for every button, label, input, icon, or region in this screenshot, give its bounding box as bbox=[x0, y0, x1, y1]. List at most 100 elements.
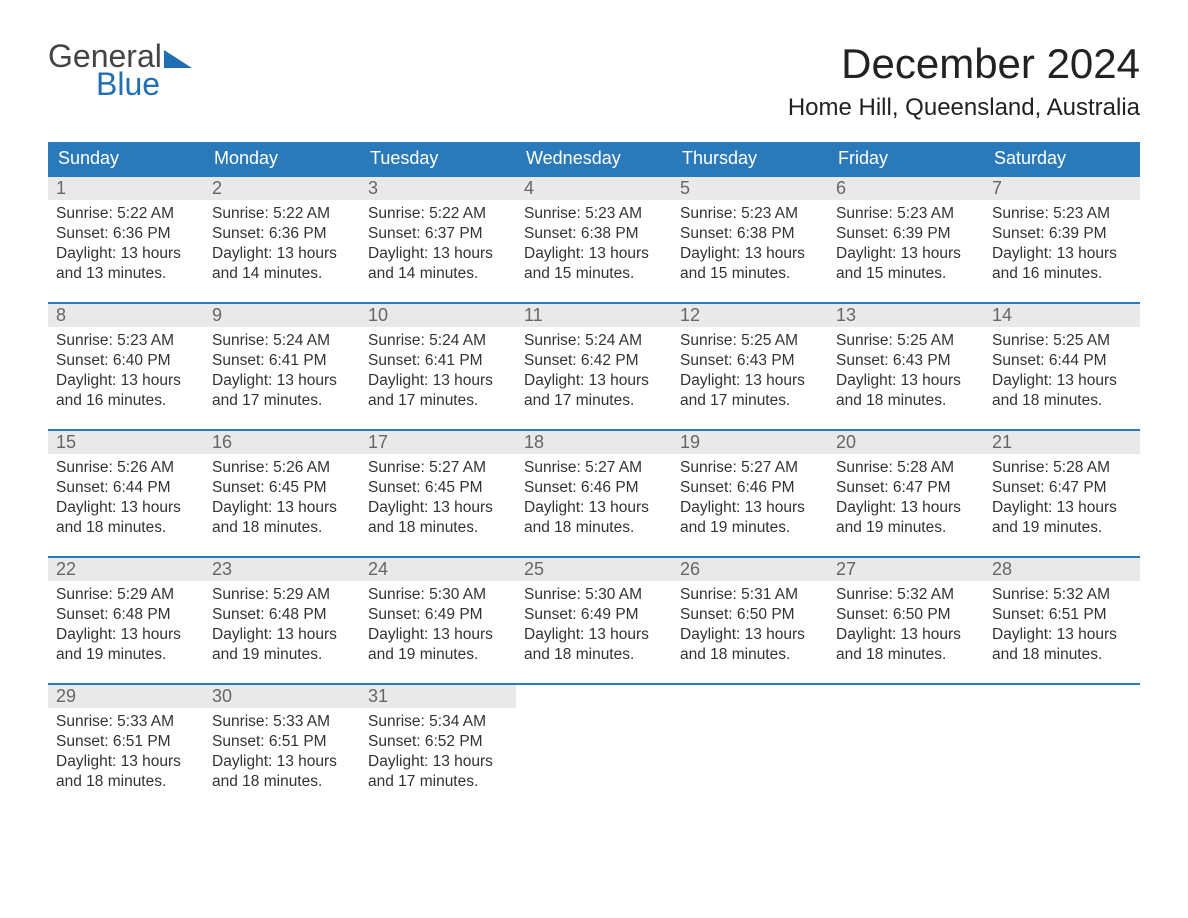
day-body: Sunrise: 5:26 AMSunset: 6:45 PMDaylight:… bbox=[204, 454, 360, 545]
day-number: 1 bbox=[48, 177, 204, 200]
day-body: Sunrise: 5:22 AMSunset: 6:36 PMDaylight:… bbox=[48, 200, 204, 291]
day-info-line: and 18 minutes. bbox=[212, 518, 352, 538]
day-number: 2 bbox=[204, 177, 360, 200]
day-info-line: Daylight: 13 hours bbox=[992, 371, 1132, 391]
day-cell: 17Sunrise: 5:27 AMSunset: 6:45 PMDayligh… bbox=[360, 431, 516, 546]
day-body: Sunrise: 5:23 AMSunset: 6:38 PMDaylight:… bbox=[516, 200, 672, 291]
day-body: Sunrise: 5:22 AMSunset: 6:37 PMDaylight:… bbox=[360, 200, 516, 291]
day-info-line: Sunrise: 5:27 AM bbox=[524, 458, 664, 478]
day-info-line: Sunrise: 5:24 AM bbox=[524, 331, 664, 351]
day-info-line: Daylight: 13 hours bbox=[992, 498, 1132, 518]
day-info-line: Sunset: 6:50 PM bbox=[680, 605, 820, 625]
day-header: Monday bbox=[204, 142, 360, 175]
day-body: Sunrise: 5:26 AMSunset: 6:44 PMDaylight:… bbox=[48, 454, 204, 545]
day-info-line: Sunset: 6:38 PM bbox=[680, 224, 820, 244]
day-body: Sunrise: 5:33 AMSunset: 6:51 PMDaylight:… bbox=[48, 708, 204, 799]
day-cell bbox=[828, 685, 984, 800]
day-info-line: Sunrise: 5:25 AM bbox=[680, 331, 820, 351]
day-info-line: Daylight: 13 hours bbox=[56, 625, 196, 645]
day-number: 5 bbox=[672, 177, 828, 200]
day-info-line: Daylight: 13 hours bbox=[524, 625, 664, 645]
day-info-line: Sunrise: 5:28 AM bbox=[992, 458, 1132, 478]
day-info-line: and 18 minutes. bbox=[836, 391, 976, 411]
logo: General Blue bbox=[48, 40, 198, 100]
calendar: SundayMondayTuesdayWednesdayThursdayFrid… bbox=[48, 142, 1140, 800]
day-body: Sunrise: 5:28 AMSunset: 6:47 PMDaylight:… bbox=[828, 454, 984, 545]
day-info-line: Sunrise: 5:23 AM bbox=[836, 204, 976, 224]
day-body: Sunrise: 5:25 AMSunset: 6:44 PMDaylight:… bbox=[984, 327, 1140, 418]
day-info-line: and 19 minutes. bbox=[368, 645, 508, 665]
day-info-line: Sunrise: 5:23 AM bbox=[524, 204, 664, 224]
day-info-line: Sunset: 6:38 PM bbox=[524, 224, 664, 244]
day-cell: 28Sunrise: 5:32 AMSunset: 6:51 PMDayligh… bbox=[984, 558, 1140, 673]
day-number: 25 bbox=[516, 558, 672, 581]
header: General Blue December 2024 Home Hill, Qu… bbox=[48, 40, 1140, 122]
day-info-line: Sunrise: 5:30 AM bbox=[368, 585, 508, 605]
day-header: Sunday bbox=[48, 142, 204, 175]
day-body: Sunrise: 5:29 AMSunset: 6:48 PMDaylight:… bbox=[204, 581, 360, 672]
day-body: Sunrise: 5:31 AMSunset: 6:50 PMDaylight:… bbox=[672, 581, 828, 672]
day-info-line: Daylight: 13 hours bbox=[836, 498, 976, 518]
day-info-line: Daylight: 13 hours bbox=[680, 498, 820, 518]
day-cell: 25Sunrise: 5:30 AMSunset: 6:49 PMDayligh… bbox=[516, 558, 672, 673]
day-info-line: Sunset: 6:47 PM bbox=[992, 478, 1132, 498]
day-cell: 5Sunrise: 5:23 AMSunset: 6:38 PMDaylight… bbox=[672, 177, 828, 292]
day-body: Sunrise: 5:23 AMSunset: 6:38 PMDaylight:… bbox=[672, 200, 828, 291]
day-cell: 26Sunrise: 5:31 AMSunset: 6:50 PMDayligh… bbox=[672, 558, 828, 673]
day-info-line: Sunrise: 5:25 AM bbox=[836, 331, 976, 351]
day-number: 27 bbox=[828, 558, 984, 581]
day-info-line: Sunrise: 5:24 AM bbox=[212, 331, 352, 351]
day-number: 22 bbox=[48, 558, 204, 581]
day-info-line: Sunrise: 5:23 AM bbox=[680, 204, 820, 224]
day-info-line: and 13 minutes. bbox=[56, 264, 196, 284]
day-body: Sunrise: 5:27 AMSunset: 6:46 PMDaylight:… bbox=[516, 454, 672, 545]
day-cell: 22Sunrise: 5:29 AMSunset: 6:48 PMDayligh… bbox=[48, 558, 204, 673]
day-info-line: Daylight: 13 hours bbox=[212, 244, 352, 264]
week-row: 22Sunrise: 5:29 AMSunset: 6:48 PMDayligh… bbox=[48, 556, 1140, 673]
day-info-line: and 15 minutes. bbox=[680, 264, 820, 284]
day-info-line: Daylight: 13 hours bbox=[368, 752, 508, 772]
day-cell: 8Sunrise: 5:23 AMSunset: 6:40 PMDaylight… bbox=[48, 304, 204, 419]
day-info-line: Daylight: 13 hours bbox=[212, 498, 352, 518]
day-body: Sunrise: 5:23 AMSunset: 6:39 PMDaylight:… bbox=[828, 200, 984, 291]
day-cell: 20Sunrise: 5:28 AMSunset: 6:47 PMDayligh… bbox=[828, 431, 984, 546]
day-info-line: and 17 minutes. bbox=[212, 391, 352, 411]
day-body: Sunrise: 5:30 AMSunset: 6:49 PMDaylight:… bbox=[516, 581, 672, 672]
day-info-line: and 15 minutes. bbox=[836, 264, 976, 284]
day-info-line: and 14 minutes. bbox=[212, 264, 352, 284]
day-cell: 13Sunrise: 5:25 AMSunset: 6:43 PMDayligh… bbox=[828, 304, 984, 419]
day-info-line: and 18 minutes. bbox=[212, 772, 352, 792]
day-info-line: Sunset: 6:36 PM bbox=[56, 224, 196, 244]
day-info-line: and 18 minutes. bbox=[836, 645, 976, 665]
day-info-line: Daylight: 13 hours bbox=[368, 244, 508, 264]
day-info-line: and 19 minutes. bbox=[680, 518, 820, 538]
day-header: Tuesday bbox=[360, 142, 516, 175]
day-body: Sunrise: 5:28 AMSunset: 6:47 PMDaylight:… bbox=[984, 454, 1140, 545]
day-info-line: Sunset: 6:37 PM bbox=[368, 224, 508, 244]
day-cell: 10Sunrise: 5:24 AMSunset: 6:41 PMDayligh… bbox=[360, 304, 516, 419]
day-info-line: and 17 minutes. bbox=[680, 391, 820, 411]
day-info-line: Daylight: 13 hours bbox=[56, 244, 196, 264]
day-number: 14 bbox=[984, 304, 1140, 327]
title-block: December 2024 Home Hill, Queensland, Aus… bbox=[788, 40, 1140, 122]
day-info-line: and 19 minutes. bbox=[212, 645, 352, 665]
day-cell: 4Sunrise: 5:23 AMSunset: 6:38 PMDaylight… bbox=[516, 177, 672, 292]
day-info-line: Sunrise: 5:27 AM bbox=[680, 458, 820, 478]
day-cell: 7Sunrise: 5:23 AMSunset: 6:39 PMDaylight… bbox=[984, 177, 1140, 292]
day-info-line: Sunset: 6:45 PM bbox=[212, 478, 352, 498]
day-number: 28 bbox=[984, 558, 1140, 581]
day-info-line: Daylight: 13 hours bbox=[368, 371, 508, 391]
day-info-line: Daylight: 13 hours bbox=[836, 244, 976, 264]
day-number: 3 bbox=[360, 177, 516, 200]
day-cell: 3Sunrise: 5:22 AMSunset: 6:37 PMDaylight… bbox=[360, 177, 516, 292]
day-number: 12 bbox=[672, 304, 828, 327]
day-header: Saturday bbox=[984, 142, 1140, 175]
day-info-line: Sunrise: 5:22 AM bbox=[56, 204, 196, 224]
day-cell: 30Sunrise: 5:33 AMSunset: 6:51 PMDayligh… bbox=[204, 685, 360, 800]
day-info-line: Sunset: 6:36 PM bbox=[212, 224, 352, 244]
day-info-line: Sunset: 6:43 PM bbox=[836, 351, 976, 371]
day-info-line: Sunset: 6:49 PM bbox=[368, 605, 508, 625]
day-info-line: and 16 minutes. bbox=[56, 391, 196, 411]
day-body: Sunrise: 5:32 AMSunset: 6:51 PMDaylight:… bbox=[984, 581, 1140, 672]
day-info-line: Sunset: 6:46 PM bbox=[524, 478, 664, 498]
